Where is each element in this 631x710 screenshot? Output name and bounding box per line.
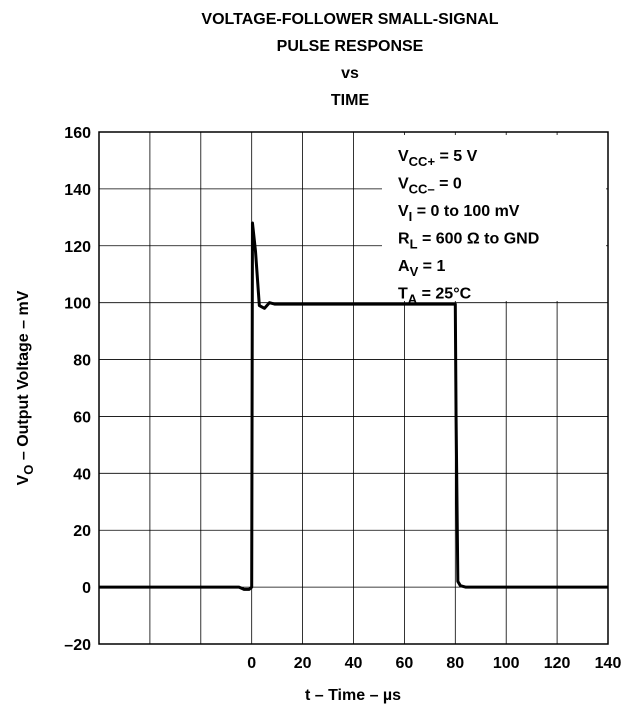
x-tick-label: 80 — [446, 655, 464, 672]
y-axis-label: VO – Output Voltage – mV — [15, 290, 36, 485]
x-tick-label: 0 — [247, 655, 256, 672]
y-tick-label: 0 — [82, 580, 91, 597]
chart-title: VOLTAGE-FOLLOWER SMALL-SIGNAL — [201, 11, 498, 28]
x-tick-label: 120 — [544, 655, 571, 672]
annotation-sub: I — [409, 209, 413, 224]
y-tick-label: 40 — [73, 466, 91, 483]
y-axis-label-main: V — [15, 474, 32, 485]
chart-title: PULSE RESPONSE — [277, 38, 424, 55]
annotation-rest: = 0 to 100 mV — [412, 203, 519, 220]
annotation-main: V — [398, 176, 409, 193]
annotation: RL = 600 Ω to GND — [398, 231, 539, 252]
annotation: VCC– = 0 — [398, 176, 462, 197]
annotation-box — [382, 135, 606, 301]
plot-frame — [98, 131, 609, 645]
x-tick-label: 140 — [595, 655, 622, 672]
annotation-main: V — [398, 203, 409, 220]
y-tick-label: 100 — [64, 296, 91, 313]
y-tick-label: 20 — [73, 523, 91, 540]
y-tick-label: 160 — [64, 125, 91, 142]
annotation-main: T — [398, 286, 408, 303]
y-axis-label-rest: – Output Voltage – mV — [15, 290, 32, 464]
x-axis-label: t – Time – µs — [305, 687, 401, 704]
annotation-rest: = 5 V — [435, 148, 478, 165]
annotation-rest: = 600 Ω to GND — [418, 231, 540, 248]
annotation: VCC+ = 5 V — [398, 148, 478, 169]
annotation: TA = 25°C — [398, 286, 472, 307]
annotation: AV = 1 — [398, 258, 445, 279]
annotation-sub: A — [408, 292, 418, 307]
y-tick-label: 60 — [73, 409, 91, 426]
annotation-rest: = 0 — [435, 176, 462, 193]
annotation-main: A — [398, 258, 410, 275]
y-axis-label-sub: O — [21, 465, 36, 475]
annotation-sub: CC– — [409, 182, 435, 197]
x-tick-label: 100 — [493, 655, 520, 672]
y-tick-label: 120 — [64, 239, 91, 256]
x-tick-label: 40 — [345, 655, 363, 672]
annotation-sub: L — [410, 237, 418, 252]
y-tick-label: –20 — [64, 637, 91, 654]
y-tick-label: 80 — [73, 353, 91, 370]
annotation: VI = 0 to 100 mV — [398, 203, 520, 224]
y-tick-label: 140 — [64, 182, 91, 199]
chart-title: vs — [341, 65, 359, 82]
annotation-main: R — [398, 231, 410, 248]
x-tick-label: 20 — [294, 655, 312, 672]
annotation-rest: = 1 — [418, 258, 445, 275]
annotation-rest: = 25°C — [417, 286, 471, 303]
chart-title: TIME — [331, 92, 370, 109]
annotation-sub: V — [410, 264, 419, 279]
data-line — [99, 221, 608, 591]
annotation-sub: CC+ — [409, 154, 436, 169]
annotation-main: V — [398, 148, 409, 165]
x-tick-label: 60 — [396, 655, 414, 672]
